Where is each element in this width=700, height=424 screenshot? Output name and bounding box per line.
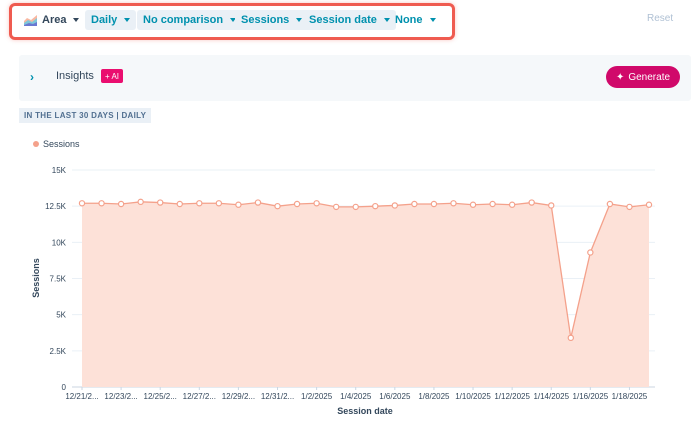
x-tick-label: 12/23/2...: [104, 392, 137, 401]
data-point: [645, 201, 653, 208]
generate-label: Generate: [628, 71, 671, 83]
x-tick-label: 1/14/2025: [533, 392, 569, 401]
x-tick-label: 12/29/2...: [222, 392, 255, 401]
chart-type-dropdown[interactable]: Area: [17, 10, 85, 30]
breakdown-dropdown[interactable]: None: [389, 10, 442, 30]
data-point: [332, 203, 340, 211]
y-tick-label: 0: [62, 383, 67, 392]
chevron-down-icon: [429, 18, 436, 22]
x-tick-label: 1/4/2025: [340, 392, 372, 401]
data-point: [372, 202, 379, 210]
data-point: [157, 199, 164, 206]
data-point: [352, 203, 359, 211]
x-tick-label: 1/10/2025: [455, 392, 491, 401]
data-point: [391, 202, 399, 209]
y-tick-label: 15K: [52, 166, 67, 175]
data-point: [293, 200, 301, 208]
x-tick-label: 12/25/2...: [144, 392, 177, 401]
chart-legend: Sessions: [33, 139, 80, 149]
series-line: [82, 201, 650, 338]
y-tick-label: 12.5K: [45, 202, 67, 211]
comparison-dropdown[interactable]: No comparison: [137, 10, 243, 30]
x-tick-label: 12/21/2...: [65, 392, 98, 401]
data-point: [508, 201, 516, 208]
toolbar-highlight: [9, 3, 455, 40]
data-point: [411, 200, 418, 208]
data-point: [606, 200, 614, 208]
data-point: [78, 200, 86, 207]
data-point: [196, 200, 203, 207]
chevron-down-icon: [296, 18, 303, 22]
chevron-down-icon: [230, 18, 237, 22]
area-chart-icon: [24, 14, 37, 26]
y-tick-label: 2.5K: [50, 347, 67, 356]
data-point: [313, 200, 320, 207]
data-point: [117, 200, 125, 208]
data-point: [430, 200, 438, 208]
breakdown-label: None: [395, 14, 423, 26]
data-point: [215, 200, 223, 207]
x-tick-label: 1/18/2025: [612, 392, 648, 401]
data-point: [450, 200, 457, 207]
y-tick-label: 10K: [52, 238, 67, 247]
data-point: [98, 200, 105, 207]
comparison-label: No comparison: [143, 14, 224, 26]
legend-label: Sessions: [43, 139, 80, 149]
chevron-right-icon[interactable]: ›: [30, 70, 34, 84]
x-axis-title: Session date: [337, 406, 393, 416]
data-point: [469, 201, 477, 208]
sparkle-icon: ✦: [615, 71, 625, 83]
dimension-label: Session date: [309, 14, 377, 26]
x-tick-label: 1/2/2025: [301, 392, 333, 401]
chevron-down-icon: [124, 18, 131, 22]
chevron-down-icon: [383, 18, 390, 22]
chevron-down-icon: [73, 18, 80, 22]
metric-label: Sessions: [241, 14, 290, 26]
data-point: [587, 249, 594, 256]
y-tick-label: 5K: [56, 311, 66, 320]
metric-dropdown[interactable]: Sessions: [235, 10, 309, 30]
generate-button[interactable]: ✦ Generate: [606, 66, 680, 88]
y-axis-title: Sessions: [31, 258, 41, 298]
chart-type-label: Area: [42, 14, 67, 26]
x-tick-label: 1/16/2025: [573, 392, 609, 401]
data-point: [548, 202, 555, 209]
date-range-label: IN THE LAST 30 DAYS | DAILY: [19, 108, 152, 123]
data-point: [528, 199, 535, 206]
data-point: [176, 200, 183, 208]
data-point: [235, 201, 242, 208]
x-tick-label: 12/27/2...: [183, 392, 216, 401]
data-point: [567, 334, 574, 342]
x-tick-label: 1/12/2025: [494, 392, 530, 401]
sessions-area-chart: 0 2.5K 5K 7.5K 10K 12.5K 15K 12/21/2... 12/23/2.…: [31, 166, 655, 416]
data-point: [254, 199, 262, 206]
legend-marker: [33, 141, 39, 147]
data-point: [274, 202, 281, 210]
x-tick-label: 1/8/2025: [418, 392, 450, 401]
insights-label: Insights: [56, 70, 94, 82]
y-tick-label: 7.5K: [50, 275, 67, 284]
frequency-label: Daily: [91, 14, 118, 26]
data-point: [489, 200, 496, 208]
dimension-dropdown[interactable]: Session date: [303, 10, 396, 30]
data-point: [626, 203, 633, 211]
x-tick-label: 1/6/2025: [379, 392, 411, 401]
reset-button[interactable]: Reset: [647, 13, 674, 24]
series-area: [82, 201, 649, 387]
ai-badge: + AI: [101, 69, 124, 83]
x-tick-label: 12/31/2...: [261, 392, 294, 401]
data-point: [137, 198, 144, 206]
frequency-dropdown[interactable]: Daily: [85, 10, 137, 30]
insights-panel: › Insights + AI ✦ Generate: [19, 55, 691, 101]
